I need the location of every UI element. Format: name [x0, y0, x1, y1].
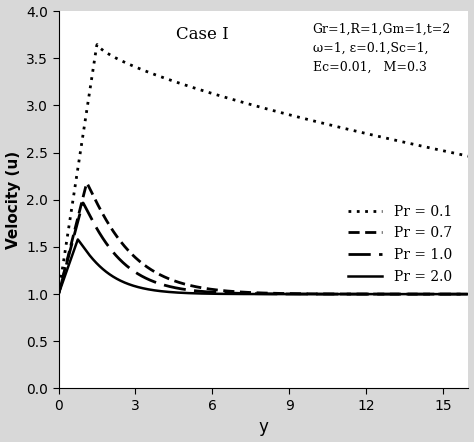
Legend: Pr = 0.1, Pr = 0.7, Pr = 1.0, Pr = 2.0: Pr = 0.1, Pr = 0.7, Pr = 1.0, Pr = 2.0: [342, 199, 457, 289]
Y-axis label: Velocity (u): Velocity (u): [6, 151, 20, 249]
Text: Case I: Case I: [176, 26, 228, 43]
Text: Gr=1,R=1,Gm=1,t=2
ω=1, ε=0.1,Sc=1,
Ec=0.01,   M=0.3: Gr=1,R=1,Gm=1,t=2 ω=1, ε=0.1,Sc=1, Ec=0.…: [313, 23, 451, 73]
X-axis label: y: y: [258, 419, 268, 436]
